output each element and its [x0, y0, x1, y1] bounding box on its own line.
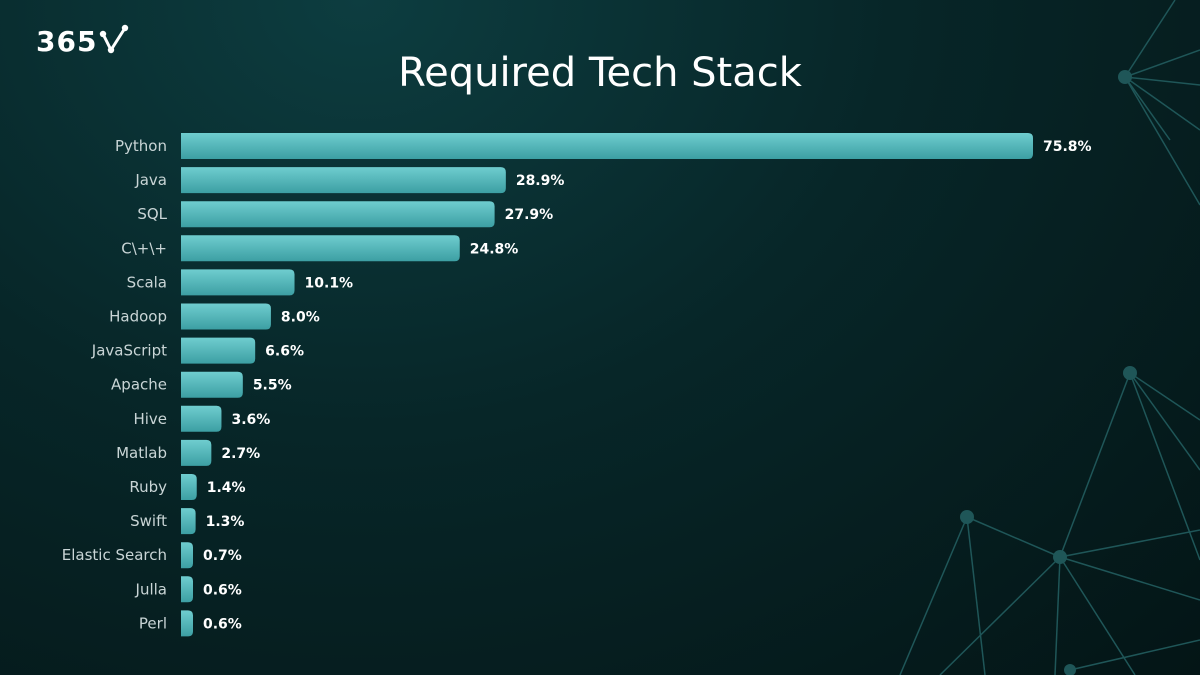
category-label: Julla — [135, 580, 167, 598]
category-label: Matlab — [116, 444, 167, 462]
logo-check-icon — [100, 24, 129, 54]
category-label: Scala — [127, 273, 167, 291]
category-label: Elastic Search — [62, 546, 167, 564]
value-label: 0.6% — [203, 616, 242, 632]
bar — [181, 303, 271, 330]
bar — [181, 576, 193, 603]
value-label: 3.6% — [231, 412, 270, 428]
bar — [181, 235, 460, 262]
chart-title: Required Tech Stack — [398, 50, 802, 96]
category-label: Swift — [130, 512, 167, 530]
bar — [181, 269, 295, 296]
bar — [181, 405, 222, 432]
bar — [181, 474, 197, 500]
bar — [181, 337, 256, 364]
value-label: 2.7% — [221, 446, 260, 462]
value-label: 28.9% — [516, 173, 565, 189]
bar — [181, 371, 243, 398]
category-label: Python — [115, 137, 167, 155]
bar — [181, 201, 495, 228]
brand-logo: 365 — [36, 24, 131, 58]
value-label: 24.8% — [470, 241, 519, 257]
value-label: 1.3% — [206, 514, 245, 530]
bar — [181, 610, 193, 637]
value-label: 0.6% — [203, 582, 242, 598]
value-label: 1.4% — [207, 480, 246, 496]
value-label: 5.5% — [253, 378, 292, 394]
bar — [181, 439, 212, 466]
category-label: Hadoop — [109, 308, 167, 326]
category-label: SQL — [137, 205, 167, 223]
bar — [181, 508, 196, 535]
category-label: C\+\+ — [121, 239, 167, 257]
bar — [181, 167, 506, 194]
value-label: 6.6% — [265, 344, 304, 360]
value-label: 75.8% — [1043, 139, 1092, 155]
category-label: Ruby — [129, 478, 167, 496]
category-label: Apache — [111, 376, 167, 394]
value-label: 10.1% — [305, 275, 354, 291]
bar — [181, 133, 1033, 159]
bar — [181, 542, 193, 569]
logo-text: 365 — [36, 24, 98, 58]
category-label: Hive — [133, 410, 167, 428]
value-label: 27.9% — [505, 207, 554, 223]
category-label: Perl — [139, 614, 167, 632]
value-label: 8.0% — [281, 310, 320, 326]
category-label: JavaScript — [91, 342, 167, 360]
value-label: 0.7% — [203, 548, 242, 564]
category-label: Java — [134, 171, 167, 189]
